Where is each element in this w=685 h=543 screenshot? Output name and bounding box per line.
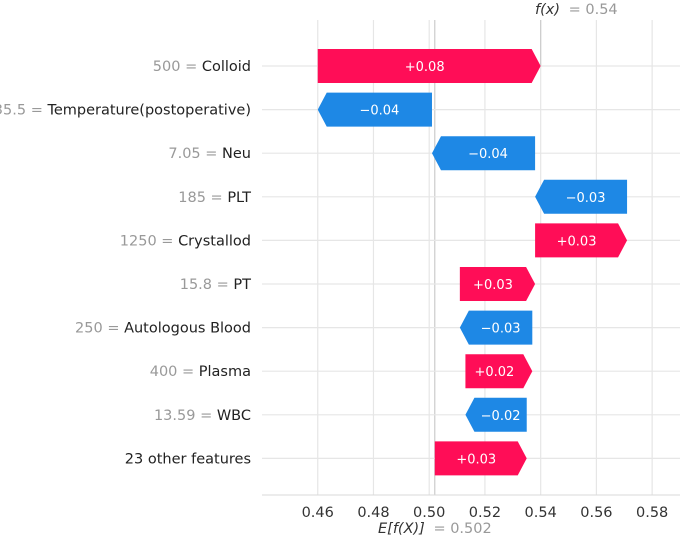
- feature-value: 250 =: [75, 321, 124, 337]
- output-value-text: = 0.54: [569, 2, 618, 18]
- feature-name: Temperature(postoperative): [46, 103, 251, 119]
- x-tick-label: 0.46: [302, 505, 334, 521]
- feature-name: Neu: [222, 146, 251, 162]
- feature-name: WBC: [217, 408, 251, 424]
- feature-value: 500 =: [153, 59, 202, 75]
- negative-contribution-bar: [317, 92, 432, 127]
- base-value-label: E[f(X)]: [378, 521, 425, 537]
- contribution-label: −0.03: [566, 191, 606, 206]
- base-value-annotation: E[f(X)] = 0.502: [378, 521, 492, 537]
- negative-contribution-bar: [431, 136, 536, 171]
- feature-name: 23 other features: [125, 451, 251, 467]
- positive-contribution-bar: [459, 267, 536, 301]
- positive-contribution-bar: [317, 49, 541, 83]
- output-value-annotation: f(x) = 0.54: [535, 2, 618, 18]
- negative-contribution-bar: [535, 179, 628, 214]
- feature-label: 1250 = Crystallod: [120, 233, 251, 249]
- contribution-label: +0.03: [557, 234, 597, 249]
- feature-value: 1250 =: [120, 233, 178, 249]
- feature-label: 185 = PLT: [178, 190, 251, 206]
- contribution-label: −0.04: [359, 104, 399, 119]
- contribution-bars: +0.08 −0.04 −0.04 −0.03 +0.03 +0.03 −0.03 +0.02…: [317, 49, 628, 476]
- base-value-text: = 0.502: [433, 521, 491, 537]
- feature-name: Autologous Blood: [124, 321, 251, 337]
- feature-value: 400 =: [150, 364, 199, 380]
- feature-value: 15.8 =: [180, 277, 234, 293]
- feature-name: PLT: [227, 190, 251, 206]
- output-value-label: f(x): [535, 2, 560, 18]
- feature-name: Plasma: [199, 364, 251, 380]
- feature-label: 7.05 = Neu: [168, 146, 251, 162]
- positive-contribution-bar: [535, 223, 628, 258]
- x-tick-label: 0.54: [525, 505, 557, 521]
- x-tick-label: 0.50: [413, 505, 445, 521]
- contribution-label: −0.03: [481, 322, 521, 337]
- x-axis: 0.46 0.48 0.50 0.52 0.54 0.56 0.58: [262, 494, 680, 521]
- contribution-label: +0.03: [456, 452, 496, 467]
- feature-label: 400 = Plasma: [150, 364, 251, 380]
- feature-label: 500 = Colloid: [153, 59, 251, 75]
- feature-value: 35.5 =: [0, 103, 47, 119]
- feature-label: 15.8 = PT: [180, 277, 251, 293]
- positive-contribution-bar: [434, 441, 527, 476]
- contribution-label: +0.03: [473, 278, 513, 293]
- contribution-label: −0.02: [481, 409, 521, 424]
- feature-label: 250 = Autologous Blood: [75, 321, 251, 337]
- positive-contribution-bar: [465, 354, 533, 389]
- feature-value: 185 =: [178, 190, 227, 206]
- feature-label: 35.5 = Temperature(postoperative): [0, 103, 251, 119]
- feature-value: 13.59 =: [154, 408, 217, 424]
- negative-contribution-bar: [459, 310, 533, 345]
- contribution-label: +0.08: [405, 60, 445, 75]
- x-tick-label: 0.48: [357, 505, 389, 521]
- feature-name: PT: [233, 277, 251, 293]
- negative-contribution-bar: [465, 397, 527, 432]
- feature-value: 7.05 =: [168, 146, 222, 162]
- contribution-label: −0.04: [468, 147, 508, 162]
- x-tick-label: 0.56: [580, 505, 612, 521]
- feature-name: Crystallod: [178, 233, 251, 249]
- x-tick-label: 0.52: [469, 505, 501, 521]
- feature-label: 13.59 = WBC: [154, 408, 251, 424]
- feature-name: Colloid: [202, 59, 251, 75]
- feature-label: 23 other features: [125, 451, 251, 467]
- x-tick-label: 0.58: [636, 505, 668, 521]
- contribution-label: +0.02: [474, 365, 514, 380]
